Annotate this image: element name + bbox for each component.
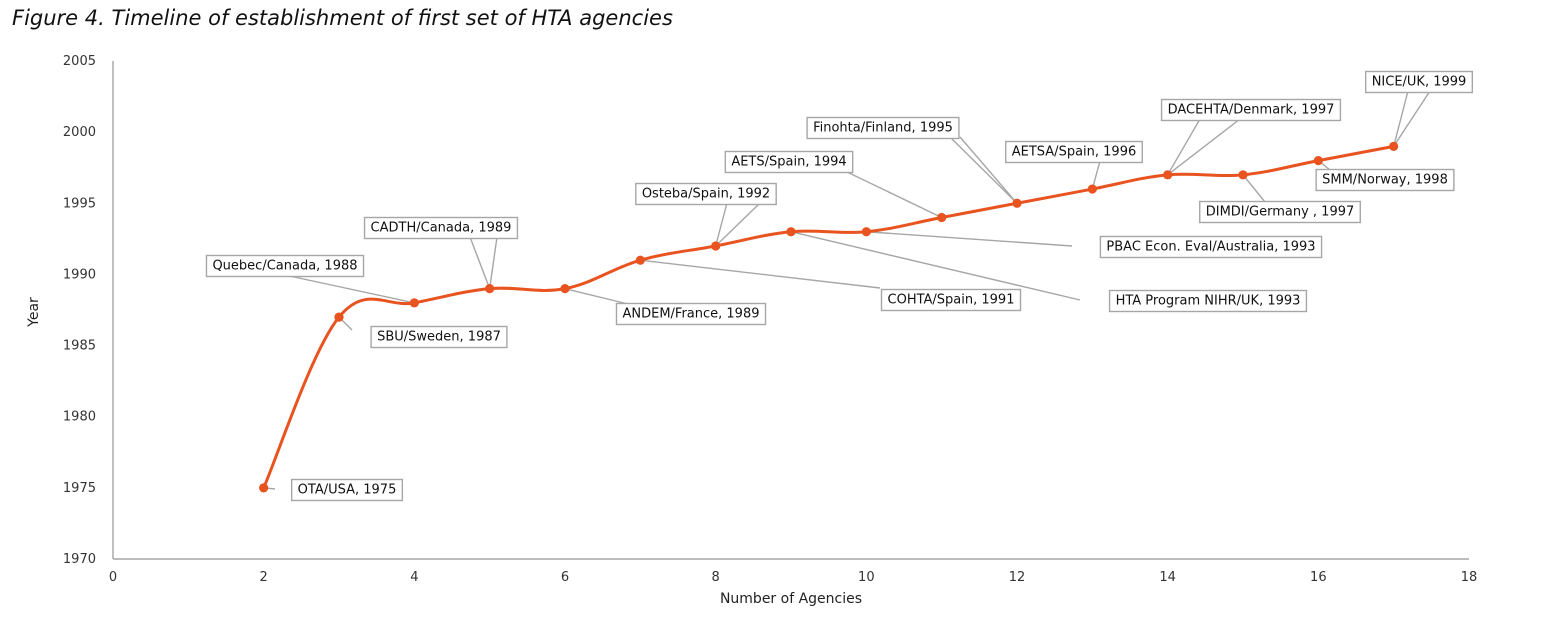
x-tick-label: 8: [712, 570, 720, 585]
annotation-box: [635, 182, 777, 206]
annotation-label: Finohta/Finland, 1995: [813, 121, 953, 136]
data-point: [409, 298, 419, 308]
annotation-label: Quebec/Canada, 1988: [212, 259, 357, 274]
y-tick-label: 2000: [63, 125, 96, 140]
annotation-label: AETS/Spain, 1994: [731, 155, 846, 170]
annotation-leader: [640, 259, 881, 289]
annotation-leader: [715, 202, 761, 247]
annotation-label: OTA/USA, 1975: [298, 483, 397, 498]
y-tick-label: 1990: [63, 267, 96, 282]
annotation-label: CADTH/Canada, 1989: [371, 221, 512, 236]
annotation-box: [880, 288, 1022, 312]
annotation-label: SBU/Sweden, 1987: [377, 330, 501, 345]
annotation-label: DIMDI/Germany , 1997: [1206, 205, 1355, 220]
figure-title: Figure 4. Timeline of establishment of f…: [12, 6, 673, 30]
y-tick-label: 1975: [63, 481, 96, 496]
annotation-box: [1364, 70, 1474, 94]
annotation-leader: [714, 202, 728, 247]
x-tick-label: 6: [561, 570, 569, 585]
data-point: [786, 227, 796, 237]
series-line: [262, 144, 1394, 489]
data-point: [1163, 170, 1173, 180]
annotation-label: HTA Program NIHR/UK, 1993: [1116, 294, 1301, 309]
data-point: [711, 241, 721, 251]
x-tick-label: 16: [1310, 570, 1327, 585]
annotation-box: [290, 478, 404, 502]
y-tick-label: 1995: [63, 196, 96, 211]
y-tick-label: 2005: [63, 54, 96, 69]
y-tick-label: 1970: [63, 552, 96, 567]
annotation-leader: [1242, 174, 1266, 203]
data-point: [485, 284, 495, 294]
x-tick-label: 14: [1159, 570, 1176, 585]
data-point: [861, 227, 871, 237]
annotation-box: [363, 216, 519, 240]
annotation-leader: [1167, 118, 1201, 176]
y-axis-label: Year: [26, 297, 42, 328]
data-point: [560, 284, 570, 294]
x-tick-label: 10: [858, 570, 875, 585]
annotation-leader: [949, 136, 1018, 204]
annotation-leader: [469, 236, 491, 289]
data-point: [1313, 156, 1323, 166]
annotation-box: [205, 254, 365, 278]
x-tick-label: 0: [109, 570, 117, 585]
data-point: [1087, 184, 1097, 194]
data-point: [1012, 198, 1022, 208]
annotation-label: Osteba/Spain, 1992: [642, 187, 770, 202]
annotation-box: [806, 116, 960, 140]
annotation-box: [724, 150, 854, 174]
annotation-box: [370, 325, 508, 349]
annotation-leader: [1392, 90, 1409, 147]
data-point: [1389, 141, 1399, 151]
y-tick-label: 1985: [63, 339, 96, 354]
annotation-box: [1005, 140, 1143, 164]
annotation-box: [615, 302, 767, 326]
annotation-leader: [844, 170, 942, 219]
x-tick-label: 12: [1009, 570, 1026, 585]
x-axis-label: Number of Agencies: [720, 591, 862, 607]
x-tick-label: 18: [1461, 570, 1478, 585]
annotation-box: [1315, 168, 1455, 192]
data-point: [334, 312, 344, 322]
annotation-label: SMM/Norway, 1998: [1322, 173, 1448, 188]
annotation-leader: [488, 236, 498, 289]
annotation-leader: [959, 136, 1018, 204]
y-tick-label: 1980: [63, 410, 96, 425]
annotation-label: DACEHTA/Denmark, 1997: [1168, 103, 1335, 118]
data-point: [635, 255, 645, 265]
annotation-label: ANDEM/France, 1989: [622, 307, 759, 322]
annotation-leader: [1393, 90, 1431, 147]
annotation-box: [1199, 200, 1361, 224]
annotation-box: [1160, 98, 1342, 122]
annotation-leader: [564, 287, 629, 305]
x-tick-label: 4: [410, 570, 418, 585]
annotation-label: PBAC Econ. Eval/Australia, 1993: [1106, 240, 1315, 255]
x-tick-label: 2: [260, 570, 268, 585]
data-point: [937, 212, 947, 223]
annotation-box: [1108, 289, 1308, 313]
annotation-leader: [284, 274, 415, 304]
annotation-leader: [790, 231, 1081, 301]
annotation-label: AETSA/Spain, 1996: [1012, 145, 1136, 160]
data-point: [259, 483, 269, 493]
annotation-leader: [1167, 118, 1241, 176]
annotation-label: COHTA/Spain, 1991: [888, 293, 1015, 308]
annotation-label: NICE/UK, 1999: [1372, 75, 1467, 90]
annotation-leader: [1091, 160, 1101, 190]
annotation-leader: [866, 231, 1073, 247]
data-point: [1238, 170, 1248, 180]
annotation-box: [1099, 235, 1323, 259]
